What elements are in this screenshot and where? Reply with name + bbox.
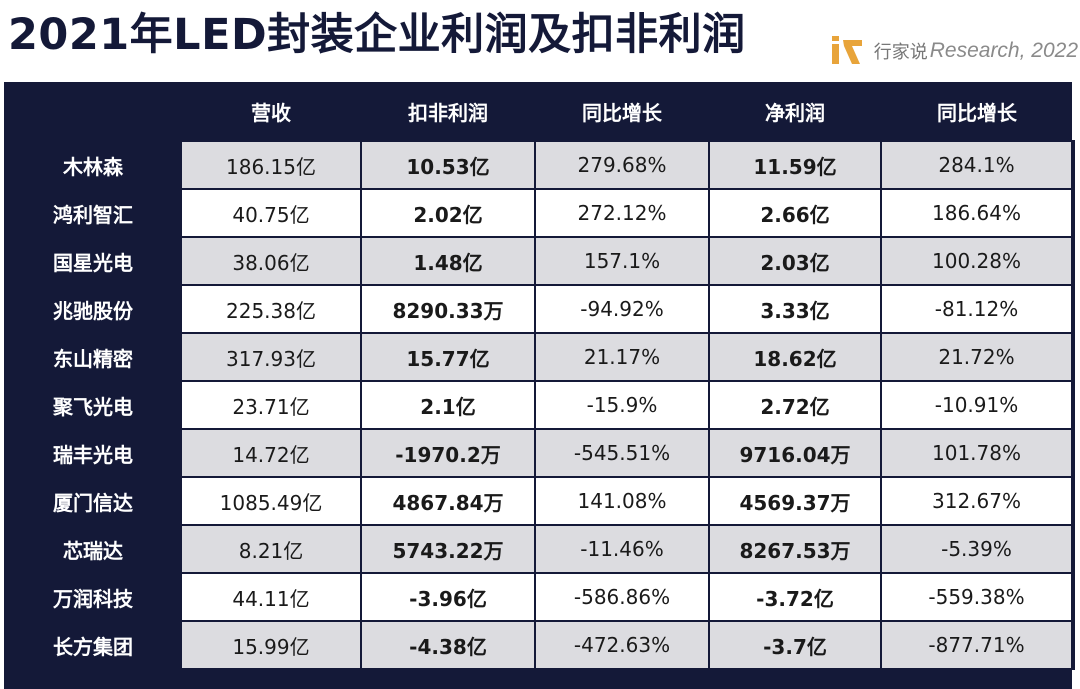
table-row: 兆驰股份 225.38亿 8290.33万 -94.92% 3.33亿 -81.12% <box>4 284 1075 334</box>
column-header-net-profit: 净利润 <box>765 100 825 125</box>
cell-net-profit: 4569.37万 <box>708 476 882 526</box>
table-row: 国星光电 38.06亿 1.48亿 157.1% 2.03亿 100.28% <box>4 236 1075 286</box>
column-header-company <box>5 82 181 141</box>
column-header-revenue: 营收 <box>251 100 291 125</box>
cell-net-yoy: -559.38% <box>880 572 1075 622</box>
cell-net-yoy: 186.64% <box>880 188 1075 238</box>
cell-non-gaap-yoy: 157.1% <box>534 236 710 286</box>
cell-revenue: 38.06亿 <box>180 236 362 286</box>
cell-non-gaap-profit: 10.53亿 <box>360 140 536 190</box>
cell-net-yoy: 284.1% <box>880 140 1075 190</box>
cell-non-gaap-profit: 4867.84万 <box>360 476 536 526</box>
cell-net-profit: -3.7亿 <box>708 620 882 670</box>
cell-non-gaap-yoy: 279.68% <box>534 140 710 190</box>
cell-net-yoy: -877.71% <box>880 620 1075 670</box>
profit-table-container: 营收 扣非利润 同比增长 净利润 同比增长 木林森 186.15亿 10.53亿 27… <box>4 82 1075 689</box>
row-label-company: 瑞丰光电 <box>4 428 182 478</box>
cell-net-profit: 11.59亿 <box>708 140 882 190</box>
row-label-company: 长方集团 <box>4 620 182 670</box>
brand-name-en: Research, 2022 <box>929 39 1078 62</box>
column-header-non-gaap-profit: 扣非利润 <box>408 100 488 125</box>
cell-non-gaap-profit: -4.38亿 <box>360 620 536 670</box>
cell-revenue: 1085.49亿 <box>180 476 362 526</box>
cell-revenue: 40.75亿 <box>180 188 362 238</box>
cell-non-gaap-yoy: 141.08% <box>534 476 710 526</box>
cell-net-profit: 3.33亿 <box>708 284 882 334</box>
page-title: 2021年LED封装企业利润及扣非利润 <box>8 10 746 60</box>
row-label-company: 东山精密 <box>4 332 182 382</box>
cell-non-gaap-yoy: 272.12% <box>534 188 710 238</box>
row-label-company: 芯瑞达 <box>4 524 182 574</box>
hangjiashuo-logo-icon <box>831 36 862 64</box>
column-header-net-yoy: 同比增长 <box>937 100 1017 125</box>
brand-watermark: 行家说 Research, 2022 <box>830 34 1078 68</box>
column-header-non-gaap-yoy: 同比增长 <box>582 100 662 125</box>
table-row: 万润科技 44.11亿 -3.96亿 -586.86% -3.72亿 -559.38% <box>4 572 1075 622</box>
cell-non-gaap-profit: 2.1亿 <box>360 380 536 430</box>
row-label-company: 木林森 <box>4 140 182 190</box>
cell-non-gaap-profit: 15.77亿 <box>360 332 536 382</box>
cell-non-gaap-yoy: -11.46% <box>534 524 710 574</box>
cell-non-gaap-yoy: 21.17% <box>534 332 710 382</box>
cell-net-profit: 18.62亿 <box>708 332 882 382</box>
cell-non-gaap-profit: -1970.2万 <box>360 428 536 478</box>
cell-net-profit: 9716.04万 <box>708 428 882 478</box>
cell-net-yoy: 312.67% <box>880 476 1075 526</box>
cell-non-gaap-profit: 2.02亿 <box>360 188 536 238</box>
cell-net-yoy: 100.28% <box>880 236 1075 286</box>
cell-net-profit: -3.72亿 <box>708 572 882 622</box>
cell-non-gaap-profit: 8290.33万 <box>360 284 536 334</box>
cell-revenue: 317.93亿 <box>180 332 362 382</box>
table-row: 厦门信达 1085.49亿 4867.84万 141.08% 4569.37万 312.6… <box>4 476 1075 526</box>
cell-net-yoy: -5.39% <box>880 524 1075 574</box>
profit-table: 营收 扣非利润 同比增长 净利润 同比增长 木林森 186.15亿 10.53亿 27… <box>4 82 1075 670</box>
table-row: 瑞丰光电 14.72亿 -1970.2万 -545.51% 9716.04万 101.78… <box>4 428 1075 478</box>
table-row: 聚飞光电 23.71亿 2.1亿 -15.9% 2.72亿 -10.91% <box>4 380 1075 430</box>
brand-name-cn: 行家说 <box>873 42 928 63</box>
cell-revenue: 14.72亿 <box>180 428 362 478</box>
cell-non-gaap-yoy: -545.51% <box>534 428 710 478</box>
cell-non-gaap-yoy: -15.9% <box>534 380 710 430</box>
cell-net-yoy: 101.78% <box>880 428 1075 478</box>
cell-non-gaap-profit: 1.48亿 <box>360 236 536 286</box>
row-label-company: 聚飞光电 <box>4 380 182 430</box>
cell-net-profit: 2.03亿 <box>708 236 882 286</box>
cell-non-gaap-yoy: -94.92% <box>534 284 710 334</box>
cell-revenue: 44.11亿 <box>180 572 362 622</box>
cell-non-gaap-yoy: -586.86% <box>534 572 710 622</box>
cell-net-profit: 2.72亿 <box>708 380 882 430</box>
cell-non-gaap-profit: 5743.22万 <box>360 524 536 574</box>
table-row: 木林森 186.15亿 10.53亿 279.68% 11.59亿 284.1% <box>4 140 1075 190</box>
row-label-company: 国星光电 <box>4 236 182 286</box>
cell-net-yoy: -10.91% <box>880 380 1075 430</box>
cell-non-gaap-yoy: -472.63% <box>534 620 710 670</box>
row-label-company: 万润科技 <box>4 572 182 622</box>
cell-non-gaap-profit: -3.96亿 <box>360 572 536 622</box>
row-label-company: 兆驰股份 <box>4 284 182 334</box>
cell-revenue: 186.15亿 <box>180 140 362 190</box>
row-label-company: 鸿利智汇 <box>4 188 182 238</box>
cell-revenue: 15.99亿 <box>180 620 362 670</box>
cell-net-yoy: 21.72% <box>880 332 1075 382</box>
table-row: 芯瑞达 8.21亿 5743.22万 -11.46% 8267.53万 -5.39% <box>4 524 1075 574</box>
table-row: 长方集团 15.99亿 -4.38亿 -472.63% -3.7亿 -877.71% <box>4 620 1075 670</box>
cell-revenue: 225.38亿 <box>180 284 362 334</box>
row-label-company: 厦门信达 <box>4 476 182 526</box>
cell-revenue: 23.71亿 <box>180 380 362 430</box>
cell-revenue: 8.21亿 <box>180 524 362 574</box>
table-row: 东山精密 317.93亿 15.77亿 21.17% 18.62亿 21.72% <box>4 332 1075 382</box>
cell-net-profit: 8267.53万 <box>708 524 882 574</box>
table-header: 营收 扣非利润 同比增长 净利润 同比增长 <box>5 82 1073 141</box>
cell-net-yoy: -81.12% <box>880 284 1075 334</box>
table-row: 鸿利智汇 40.75亿 2.02亿 272.12% 2.66亿 186.64% <box>4 188 1075 238</box>
cell-net-profit: 2.66亿 <box>708 188 882 238</box>
table-body: 木林森 186.15亿 10.53亿 279.68% 11.59亿 284.1% 鸿利智汇 4… <box>4 140 1075 670</box>
